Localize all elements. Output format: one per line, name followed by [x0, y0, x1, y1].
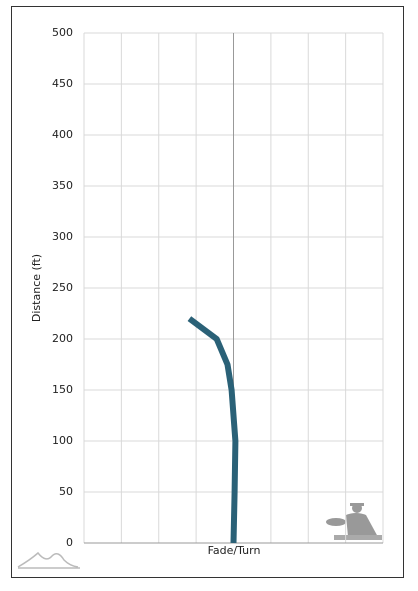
frame [11, 6, 404, 578]
flight-path [187, 316, 239, 544]
y-tick-label: 500 [52, 26, 73, 39]
y-tick-label: 50 [59, 485, 73, 498]
y-tick-label: 0 [66, 536, 73, 549]
y-tick-label: 450 [52, 77, 73, 90]
y-tick-label: 150 [52, 383, 73, 396]
y-tick-label: 250 [52, 281, 73, 294]
y-axis-label: Distance (ft) [30, 254, 43, 322]
logo-right [326, 503, 382, 540]
y-tick-label: 350 [52, 179, 73, 192]
y-tick-label: 400 [52, 128, 73, 141]
logo-left [17, 551, 80, 569]
x-axis-label: Fade/Turn [208, 544, 261, 557]
y-tick-label: 100 [52, 434, 73, 447]
y-tick-label: 200 [52, 332, 73, 345]
y-tick-label: 300 [52, 230, 73, 243]
